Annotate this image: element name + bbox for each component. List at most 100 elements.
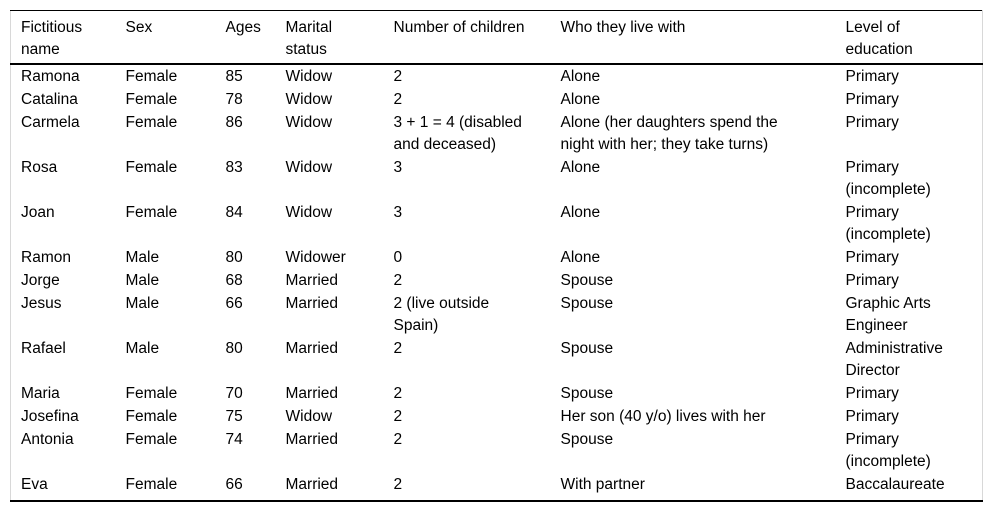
cell-marital-status: Married bbox=[285, 272, 339, 289]
cell-level-of-education: Graphic Arts Engineer bbox=[845, 295, 931, 334]
cell-ages: 66 bbox=[225, 295, 243, 312]
cell-who-they-live-with: Alone bbox=[560, 68, 601, 85]
column-header-sex: Sex bbox=[125, 10, 226, 65]
cell-number-of-children: 2 bbox=[393, 476, 403, 493]
cell-who-they-live-with: Her son (40 y/o) lives with her bbox=[560, 408, 766, 425]
cell-who-they-live-with: Spouse bbox=[560, 431, 614, 448]
cell-fictitious-name: Catalina bbox=[21, 91, 78, 108]
cell-ages: 66 bbox=[225, 476, 243, 493]
cell-who-they-live-with: Alone bbox=[560, 249, 601, 266]
column-header-ages: Ages bbox=[225, 10, 286, 65]
table-header: Fictitious name Sex Ages Marital status … bbox=[10, 10, 983, 65]
cell-sex: Female bbox=[125, 68, 178, 85]
cell-marital-status: Widow bbox=[285, 68, 333, 85]
header-row: Fictitious name Sex Ages Marital status … bbox=[10, 10, 983, 65]
cell-ages: 80 bbox=[225, 249, 243, 266]
table-row: Ramon Male 80 Widower 0 Alone Primary bbox=[11, 246, 983, 269]
cell-fictitious-name: Maria bbox=[21, 385, 60, 402]
cell-who-they-live-with: Spouse bbox=[560, 272, 614, 289]
cell-who-they-live-with: Spouse bbox=[560, 385, 614, 402]
cell-who-they-live-with: With partner bbox=[560, 476, 645, 493]
cell-marital-status: Widow bbox=[285, 408, 333, 425]
cell-sex: Female bbox=[125, 114, 178, 131]
cell-ages: 86 bbox=[225, 114, 243, 131]
cell-fictitious-name: Joan bbox=[21, 204, 55, 221]
cell-level-of-education: Primary bbox=[845, 272, 899, 289]
table-row: Jesus Male 66 Married 2 (live outside Spain)… bbox=[11, 292, 983, 337]
cell-marital-status: Widow bbox=[285, 91, 333, 108]
cell-number-of-children: 0 bbox=[393, 249, 403, 266]
cell-number-of-children: 2 (live outside Spain) bbox=[393, 295, 490, 334]
cell-sex: Female bbox=[125, 408, 178, 425]
cell-who-they-live-with: Spouse bbox=[560, 340, 614, 357]
cell-sex: Female bbox=[125, 476, 178, 493]
cell-number-of-children: 2 bbox=[393, 272, 403, 289]
column-header-marital-status: Marital status bbox=[285, 10, 394, 65]
cell-who-they-live-with: Alone bbox=[560, 159, 601, 176]
table-row: Ramona Female 85 Widow 2 Alone Primary bbox=[11, 64, 983, 88]
cell-sex: Male bbox=[125, 249, 160, 266]
table-row: Antonia Female 74 Married 2 Spouse Primary (in… bbox=[11, 428, 983, 473]
cell-fictitious-name: Ramona bbox=[21, 68, 80, 85]
cell-ages: 83 bbox=[225, 159, 243, 176]
cell-ages: 78 bbox=[225, 91, 243, 108]
cell-fictitious-name: Jesus bbox=[21, 295, 62, 312]
cell-fictitious-name: Ramon bbox=[21, 249, 71, 266]
table-row: Carmela Female 86 Widow 3 + 1 = 4 (disabled … bbox=[11, 111, 983, 156]
table-row: Rosa Female 83 Widow 3 Alone Primary (incomple… bbox=[11, 156, 983, 201]
cell-ages: 84 bbox=[225, 204, 243, 221]
table-row: Jorge Male 68 Married 2 Spouse Primary bbox=[11, 269, 983, 292]
cell-level-of-education: Primary (incomplete) bbox=[845, 431, 931, 470]
table-row: Josefina Female 75 Widow 2 Her son (40 y/o) l… bbox=[11, 405, 983, 428]
cell-number-of-children: 3 bbox=[393, 204, 403, 221]
cell-sex: Female bbox=[125, 204, 178, 221]
cell-marital-status: Widow bbox=[285, 114, 333, 131]
cell-sex: Female bbox=[125, 385, 178, 402]
column-header-fictitious-name: Fictitious name bbox=[10, 10, 126, 65]
cell-number-of-children: 2 bbox=[393, 340, 403, 357]
cell-number-of-children: 2 bbox=[393, 91, 403, 108]
cell-marital-status: Widow bbox=[285, 159, 333, 176]
column-header-who-they-live-with: Who they live with bbox=[560, 10, 846, 65]
cell-level-of-education: Primary bbox=[845, 114, 899, 131]
cell-number-of-children: 2 bbox=[393, 385, 403, 402]
cell-level-of-education: Primary bbox=[845, 91, 899, 108]
cell-number-of-children: 2 bbox=[393, 431, 403, 448]
cell-marital-status: Widow bbox=[285, 204, 333, 221]
cell-fictitious-name: Josefina bbox=[21, 408, 79, 425]
cell-ages: 74 bbox=[225, 431, 243, 448]
cell-marital-status: Married bbox=[285, 476, 339, 493]
cell-level-of-education: Primary bbox=[845, 408, 899, 425]
cell-sex: Male bbox=[125, 340, 160, 357]
cell-who-they-live-with: Alone bbox=[560, 204, 601, 221]
cell-marital-status: Married bbox=[285, 431, 339, 448]
column-header-number-of-children: Number of children bbox=[393, 10, 561, 65]
cell-number-of-children: 3 bbox=[393, 159, 403, 176]
cell-fictitious-name: Rosa bbox=[21, 159, 58, 176]
cell-level-of-education: Primary (incomplete) bbox=[845, 204, 931, 243]
cell-fictitious-name: Carmela bbox=[21, 114, 80, 131]
cell-marital-status: Married bbox=[285, 385, 339, 402]
column-header-level-of-education: Level of education bbox=[845, 10, 983, 65]
cell-sex: Female bbox=[125, 431, 178, 448]
cell-sex: Male bbox=[125, 272, 160, 289]
cell-level-of-education: Primary bbox=[845, 249, 899, 266]
cell-level-of-education: Baccalaureate bbox=[845, 476, 945, 493]
cell-number-of-children: 2 bbox=[393, 68, 403, 85]
cell-sex: Female bbox=[125, 91, 178, 108]
cell-ages: 85 bbox=[225, 68, 243, 85]
participants-table: Fictitious name Sex Ages Marital status … bbox=[10, 10, 983, 502]
cell-marital-status: Married bbox=[285, 340, 339, 357]
cell-who-they-live-with: Spouse bbox=[560, 295, 614, 312]
cell-level-of-education: Primary bbox=[845, 385, 899, 402]
table-row: Joan Female 84 Widow 3 Alone Primary (incomple… bbox=[11, 201, 983, 246]
cell-ages: 75 bbox=[225, 408, 243, 425]
table-row: Rafael Male 80 Married 2 Spouse Administrative… bbox=[11, 337, 983, 382]
cell-fictitious-name: Eva bbox=[21, 476, 48, 493]
cell-fictitious-name: Rafael bbox=[21, 340, 66, 357]
cell-ages: 80 bbox=[225, 340, 243, 357]
cell-level-of-education: Primary (incomplete) bbox=[845, 159, 931, 198]
cell-level-of-education: Administrative Director bbox=[845, 340, 943, 379]
cell-fictitious-name: Antonia bbox=[21, 431, 74, 448]
